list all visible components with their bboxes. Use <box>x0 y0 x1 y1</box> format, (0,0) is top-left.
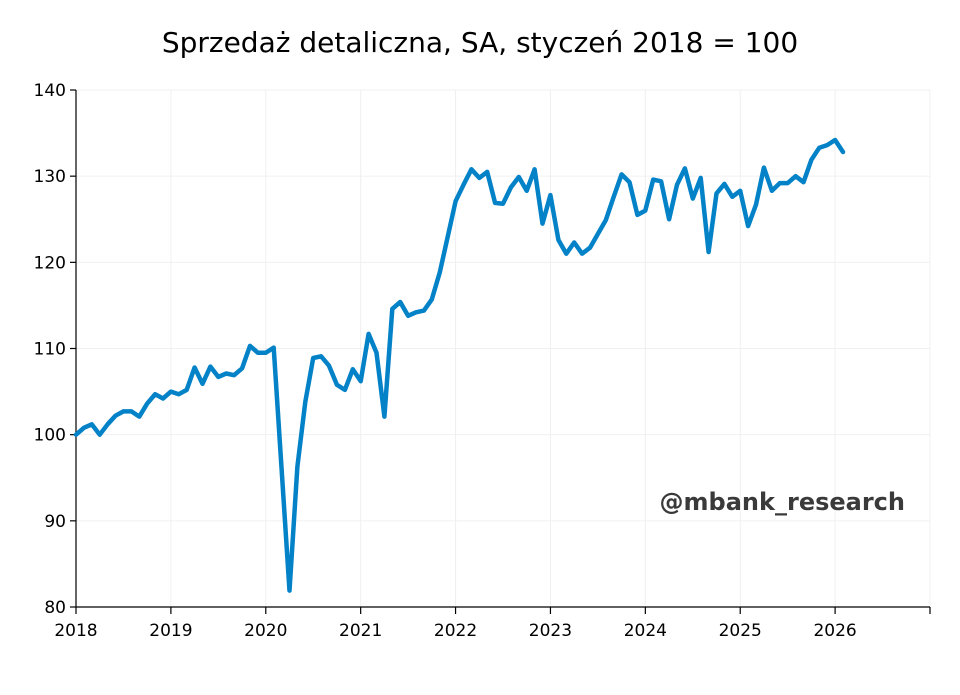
y-tick-label: 80 <box>44 598 66 618</box>
x-tick-label: 2018 <box>54 621 97 641</box>
x-tick-label: 2019 <box>149 621 192 641</box>
watermark: @mbank_research <box>660 488 905 516</box>
x-tick-label: 2023 <box>529 621 572 641</box>
x-tick-label: 2025 <box>719 621 762 641</box>
series-group <box>73 137 846 593</box>
x-tick-label: 2022 <box>434 621 477 641</box>
x-tick-label: 2026 <box>813 621 856 641</box>
y-tick-label: 130 <box>34 167 66 187</box>
x-tick-label: 2024 <box>624 621 667 641</box>
y-tick-label: 110 <box>34 340 66 360</box>
series-line <box>73 137 846 593</box>
chart-title: Sprzedaż detaliczna, SA, styczeń 2018 = … <box>162 26 798 59</box>
y-tick-label: 90 <box>44 512 66 532</box>
x-tick-label: 2020 <box>244 621 287 641</box>
y-tick-label: 140 <box>34 81 66 101</box>
x-tick-label: 2021 <box>339 621 382 641</box>
y-tick-label: 120 <box>34 253 66 273</box>
y-tick-label: 100 <box>34 426 66 446</box>
grid <box>75 89 931 608</box>
axes: 80 90 100 110 120 130 140 2018 2019 2020 2021 2022 2… <box>34 81 931 641</box>
